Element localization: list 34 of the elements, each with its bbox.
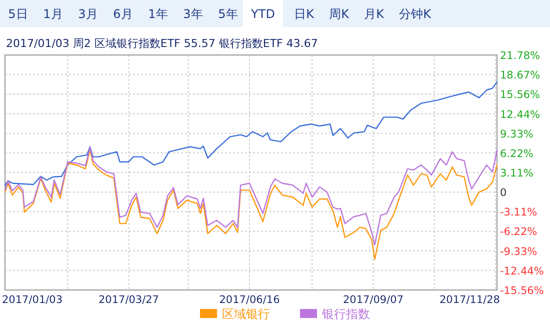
y-tick-label: 9.33%: [500, 128, 534, 140]
y-tick-label: -9.33%: [500, 246, 538, 258]
y-tick-label: 3.11%: [500, 168, 534, 180]
text: YTD: [250, 7, 275, 21]
x-tick-label: 2017/03/27: [98, 294, 160, 306]
y-tick-label: 18.67%: [500, 70, 540, 82]
text: 周K: [329, 7, 350, 21]
y-tick-label: -12.44%: [500, 265, 544, 278]
chart-title: 2017/01/03 周2 区域银行指数ETF 55.57 银行指数ETF 43.67: [6, 37, 318, 50]
x-tick-label: 2017/06/16: [219, 294, 280, 306]
legend-label: 区域银行: [222, 307, 270, 321]
text: 月K: [364, 7, 386, 21]
text: 1月: [43, 7, 63, 21]
text: 日K: [294, 7, 316, 21]
text: 3月: [78, 7, 98, 21]
y-tick-label: 21.78%: [500, 50, 540, 62]
y-tick-label: 6.22%: [500, 148, 534, 160]
y-tick-label: 0: [500, 187, 507, 200]
y-tick-label: -15.56%: [500, 285, 544, 297]
line-series: [4, 81, 498, 186]
text: 6月: [113, 7, 133, 21]
y-tick-label: -3.11%: [500, 206, 538, 219]
legend-label: 银行指数: [321, 307, 370, 321]
text: 3年: [183, 7, 203, 21]
y-tick-label: 12.44%: [500, 108, 540, 121]
text: 分钟K: [399, 7, 432, 21]
x-tick-label: 2017/11/28: [439, 294, 500, 306]
text: 5日: [8, 7, 28, 21]
y-tick-label: 15.56%: [500, 89, 540, 102]
x-tick-label: 2017/09/07: [342, 294, 404, 306]
x-tick-label: 2017/01/03: [2, 294, 63, 306]
text: 1年: [148, 7, 168, 21]
y-tick-label: -6.22%: [500, 226, 538, 238]
text: 5年: [218, 7, 238, 21]
